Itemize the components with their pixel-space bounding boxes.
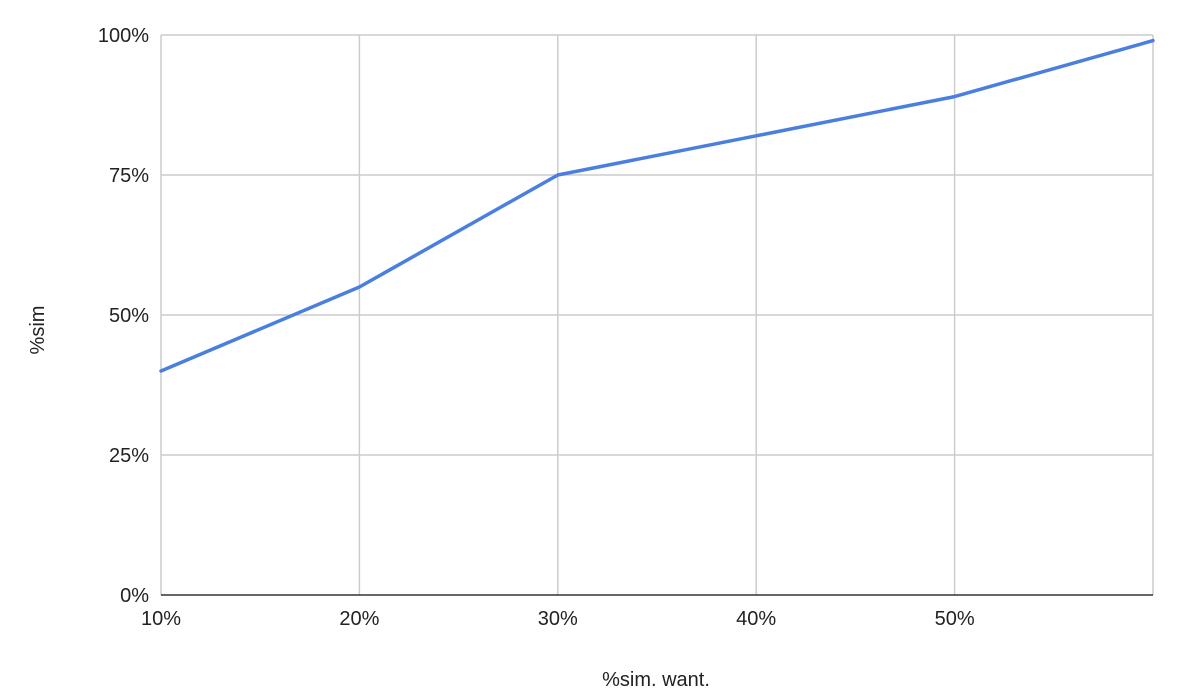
y-axis-title: %sim (27, 306, 49, 355)
y-tick-label: 25% (109, 445, 149, 467)
x-tick-label: 30% (538, 608, 578, 630)
y-gridlines (161, 34, 1153, 456)
y-tick-label: 100% (98, 25, 149, 47)
y-tick-label: 0% (120, 585, 149, 607)
x-tick-label: 50% (935, 608, 975, 630)
x-axis-title: %sim. want. (602, 669, 710, 691)
x-tick-label: 10% (141, 608, 181, 630)
y-tick-label: 75% (109, 165, 149, 187)
x-tick-label: 40% (736, 608, 776, 630)
series-layer (159, 38, 1155, 373)
y-tick-labels: 0% 25% 50% 75% 100% (98, 25, 149, 607)
x-gridlines (160, 35, 1154, 595)
x-tick-label: 20% (339, 608, 379, 630)
series-line (159, 38, 1155, 373)
y-tick-label: 50% (109, 305, 149, 327)
x-tick-labels: 10% 20% 30% 40% 50% (141, 608, 975, 630)
